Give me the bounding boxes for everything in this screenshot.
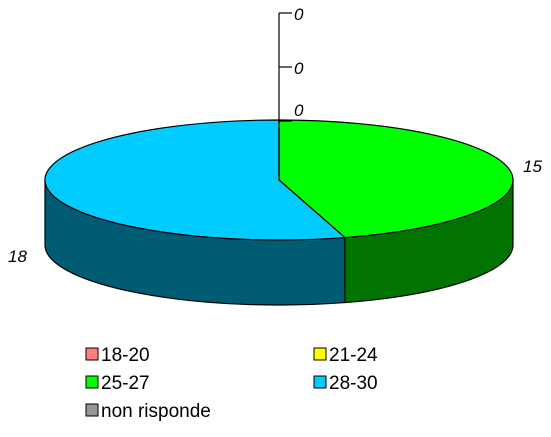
data-label-18-20: 0 [294,5,304,24]
data-label-non risponde: 0 [294,101,304,120]
legend-label-non risponde: non risponde [101,401,211,422]
slice-25-27 [278,119,514,239]
legend-swatch-18-20 [85,347,99,361]
legend: 18-20 21-24 25-27 28-30 non risponde [85,345,378,422]
data-label-21-24: 0 [294,59,304,78]
legend-label-28-30: 28-30 [329,373,378,394]
pie-tops [44,119,514,241]
legend-swatch-28-30 [313,375,327,389]
legend-swatch-non risponde [85,403,99,417]
data-label-25-27: 15 [523,157,542,176]
legend-label-25-27: 25-27 [101,373,150,394]
legend-label-18-20: 18-20 [101,345,150,366]
legend-swatch-25-27 [85,375,99,389]
legend-swatch-21-24 [313,347,327,361]
data-label-28-30: 18 [8,247,27,266]
leader-lines [278,12,292,180]
slice-28-30 [44,119,347,241]
legend-label-21-24: 21-24 [329,345,378,366]
data-labels: 0 0 15 18 0 [8,5,542,266]
